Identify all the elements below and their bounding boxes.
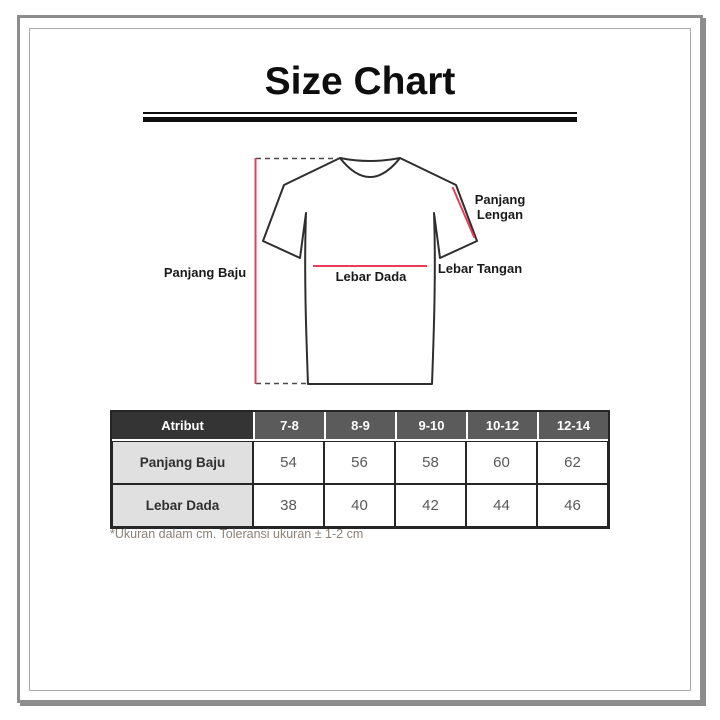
label-lebar-tangan: Lebar Tangan	[437, 261, 523, 276]
value-cell: 46	[537, 484, 608, 527]
title-rule-thin-line	[143, 112, 577, 114]
panjang-lengan-measure-line	[451, 186, 476, 239]
header-cell-atribut: Atribut	[112, 412, 253, 441]
header-cell-size: 9-10	[395, 412, 466, 441]
label-panjang-baju: Panjang Baju	[163, 265, 247, 280]
header-cell-size: 8-9	[324, 412, 395, 441]
title-double-rule	[143, 112, 577, 122]
row-label: Lebar Dada	[112, 484, 253, 527]
header-cell-size: 10-12	[466, 412, 537, 441]
outer-frame-border	[17, 15, 703, 703]
size-table: Atribut 7-8 8-9 9-10 10-12 12-14 Panjang…	[110, 410, 610, 529]
value-cell: 44	[466, 484, 537, 527]
value-cell: 38	[253, 484, 324, 527]
value-cell: 54	[253, 441, 324, 484]
header-cell-size: 12-14	[537, 412, 608, 441]
value-cell: 60	[466, 441, 537, 484]
tshirt-outline	[262, 157, 478, 385]
table-row: Panjang Baju 54 56 58 60 62	[112, 441, 608, 484]
footnote: *Ukuran dalam cm. Toleransi ukuran ± 1-2…	[110, 527, 364, 541]
tshirt-measurement-diagram	[254, 157, 478, 385]
header-cell-size: 7-8	[253, 412, 324, 441]
value-cell: 42	[395, 484, 466, 527]
value-cell: 40	[324, 484, 395, 527]
value-cell: 56	[324, 441, 395, 484]
inner-frame-border	[29, 28, 691, 691]
table-row: Lebar Dada 38 40 42 44 46	[112, 484, 608, 527]
label-panjang-lengan: Panjang Lengan	[474, 192, 526, 222]
label-lebar-dada: Lebar Dada	[335, 269, 407, 284]
page-title: Size Chart	[264, 60, 456, 103]
row-label: Panjang Baju	[112, 441, 253, 484]
table-header-row: Atribut 7-8 8-9 9-10 10-12 12-14	[112, 412, 608, 441]
collar-curve	[339, 157, 401, 178]
value-cell: 58	[395, 441, 466, 484]
title-rule-thick-line	[143, 117, 577, 122]
value-cell: 62	[537, 441, 608, 484]
